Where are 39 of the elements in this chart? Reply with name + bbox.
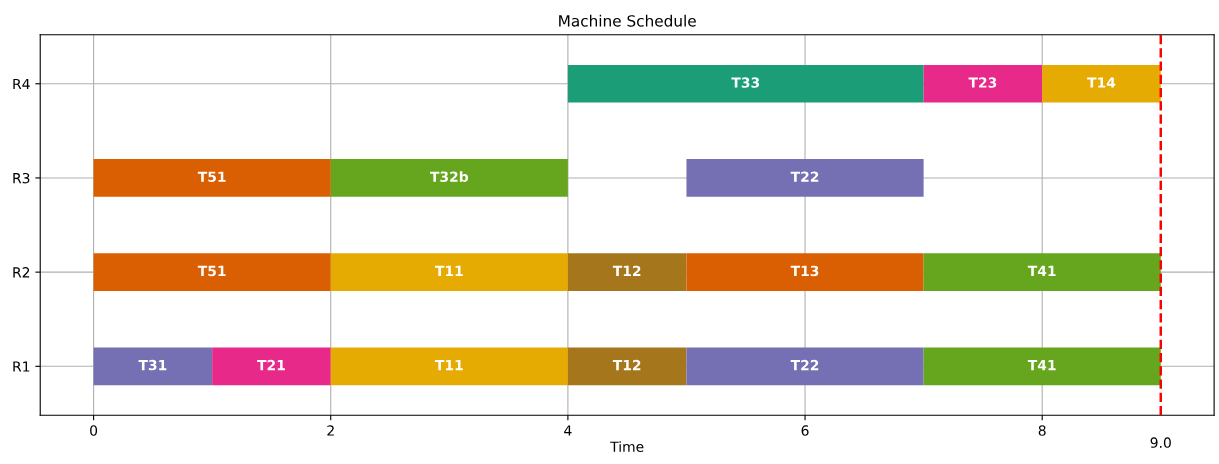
bar [567, 64, 924, 103]
data-label: T21 [257, 359, 285, 371]
y-tick-label: R1 [13, 361, 30, 372]
chart-title: Machine Schedule [559, 14, 696, 27]
data-label: T31 [138, 359, 167, 371]
ref-line-label: 9.0 [1150, 437, 1171, 448]
data-label: T23 [968, 77, 997, 88]
data-label: T51 [197, 265, 226, 277]
data-label: T11 [434, 360, 463, 371]
bar [1042, 64, 1161, 103]
bar [212, 347, 331, 386]
bar [330, 347, 568, 386]
x-tick-label: 6 [801, 425, 809, 436]
data-label: T22 [790, 171, 819, 182]
y-tick-label: R2 [13, 267, 30, 278]
bar [686, 347, 924, 386]
data-label: T32b [430, 171, 469, 182]
data-label: T11 [434, 265, 463, 276]
data-label: T33 [731, 77, 760, 88]
bar [93, 253, 331, 291]
data-label: T41 [1027, 360, 1056, 371]
bar [93, 159, 331, 197]
data-label: T13 [790, 265, 819, 277]
data-label: T51 [197, 171, 226, 182]
data-label: T12 [612, 265, 641, 276]
data-label: T41 [1027, 265, 1056, 276]
bar [567, 347, 687, 386]
bar [923, 64, 1043, 103]
data-label: T12 [612, 359, 641, 371]
x-tick-label: 4 [564, 425, 572, 436]
x-tick-label: 8 [1038, 425, 1046, 436]
bar [923, 347, 1161, 386]
x-axis-title: Time [610, 441, 644, 452]
x-tick-label: 0 [90, 425, 98, 436]
data-label: T22 [790, 359, 819, 371]
x-tick-label: 2 [327, 425, 334, 436]
y-tick-label: R3 [13, 172, 30, 184]
data-label: T14 [1087, 77, 1116, 88]
y-tick-label: R4 [13, 78, 30, 90]
